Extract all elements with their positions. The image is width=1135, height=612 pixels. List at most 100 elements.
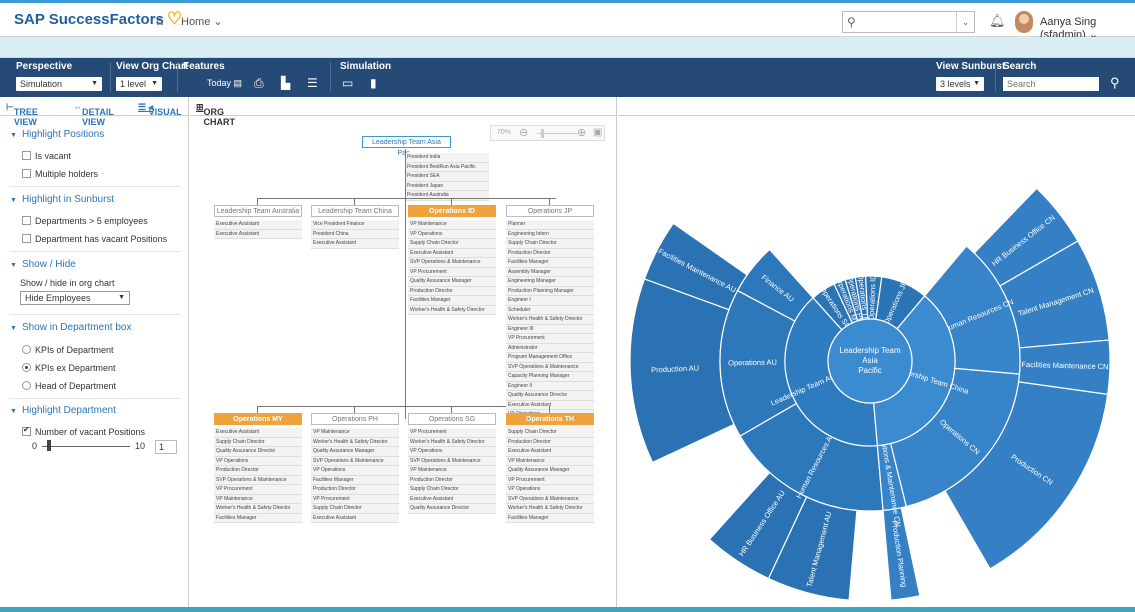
org-dept-box[interactable]: Operations MY bbox=[214, 413, 302, 425]
position-item[interactable]: Executive Assistant bbox=[408, 494, 496, 504]
clipboard-icon[interactable]: ▮ bbox=[370, 76, 377, 90]
highlight-positions-header[interactable]: ▼ Highlight Positions bbox=[10, 129, 104, 140]
position-item[interactable]: Production Director bbox=[311, 485, 399, 495]
position-item[interactable]: Supply Chain Director bbox=[506, 428, 594, 438]
search-icon[interactable]: ⚲ bbox=[1110, 75, 1120, 90]
position-item[interactable]: Quality Assurance Director bbox=[214, 447, 302, 457]
position-item[interactable]: Facilities Manager bbox=[408, 296, 496, 306]
multiple-holders-checkbox[interactable] bbox=[22, 169, 31, 178]
sunburst-chart[interactable]: HR Business Office AU Talent Management A… bbox=[618, 116, 1135, 606]
vacant-slider-handle[interactable] bbox=[47, 440, 51, 451]
org-dept-box[interactable]: Operations ID bbox=[408, 205, 496, 217]
position-item[interactable]: Planner bbox=[506, 220, 594, 230]
position-item[interactable]: VP Operations bbox=[214, 456, 302, 466]
zoom-out-icon[interactable]: ⊖ bbox=[519, 127, 529, 139]
position-item[interactable]: Supply Chain Director bbox=[408, 239, 496, 249]
tab-tree-view[interactable]: ⊢ TREE VIEW bbox=[6, 102, 38, 127]
toolbar-search-input[interactable] bbox=[1003, 77, 1099, 91]
position-item[interactable]: VP Operations bbox=[506, 485, 594, 495]
tab-visual[interactable]: ☰ VISUAL ◂ bbox=[138, 102, 182, 117]
position-item[interactable]: SVP Operations & Maintenance bbox=[311, 456, 399, 466]
view-sunburst-select[interactable]: 3 levels ▼ bbox=[936, 77, 984, 91]
position-item[interactable]: VP Operations bbox=[311, 466, 399, 476]
zoom-in-icon[interactable]: ⊕ bbox=[577, 127, 587, 139]
position-item[interactable]: VP Maintenance bbox=[214, 494, 302, 504]
position-item[interactable]: VP Maintenance bbox=[506, 456, 594, 466]
org-dept-box[interactable]: Leadership Team Australia bbox=[214, 205, 302, 217]
avatar[interactable] bbox=[1015, 11, 1033, 33]
position-item[interactable]: VP Procurement bbox=[408, 428, 496, 438]
position-item[interactable]: SVP Operations & Maintenance bbox=[408, 456, 496, 466]
zoom-handle[interactable] bbox=[541, 129, 544, 138]
position-item[interactable]: SVP Operations & Maintenance bbox=[214, 475, 302, 485]
position-item[interactable]: Worker's Health & Safety Director bbox=[408, 305, 496, 315]
org-dept-box[interactable]: Leadership Team China bbox=[311, 205, 399, 217]
position-item[interactable]: Supply Chain Director bbox=[408, 485, 496, 495]
position-item[interactable]: VP Procurement bbox=[214, 485, 302, 495]
position-item[interactable]: Executive Assistant bbox=[214, 220, 302, 230]
position-item[interactable]: Executive Assistant bbox=[408, 248, 496, 258]
position-item[interactable]: Vice President Finance bbox=[311, 220, 399, 230]
perspective-select[interactable]: Simulation ▼ bbox=[16, 77, 102, 91]
home-icon[interactable]: ⌂ bbox=[156, 13, 164, 28]
position-item[interactable]: VP Maintenance bbox=[408, 220, 496, 230]
vacant-slider-track[interactable] bbox=[42, 446, 130, 447]
position-item[interactable]: President Australia bbox=[405, 191, 489, 201]
position-item[interactable]: Engineering Manager bbox=[506, 277, 594, 287]
show-hide-header[interactable]: ▼ Show / Hide bbox=[10, 259, 76, 270]
position-item[interactable]: President Japan bbox=[405, 181, 489, 191]
position-item[interactable]: Administrator bbox=[506, 343, 594, 353]
position-item[interactable]: Worker's Health & Safety Director bbox=[311, 437, 399, 447]
bell-icon[interactable]: 🔔︎ bbox=[989, 13, 1006, 28]
export-icon[interactable]: ▙ bbox=[281, 76, 291, 90]
position-item[interactable]: VP Operations bbox=[408, 229, 496, 239]
head-of-radio[interactable] bbox=[22, 381, 31, 390]
position-item[interactable]: Supply Chain Director bbox=[214, 437, 302, 447]
position-item[interactable]: Quality Assurance Manager bbox=[408, 277, 496, 287]
kpis-ex-radio[interactable] bbox=[22, 363, 31, 372]
view-org-select[interactable]: 1 level ▼ bbox=[116, 77, 162, 91]
position-item[interactable]: Production Director bbox=[408, 475, 496, 485]
org-dept-box[interactable]: Operations SG bbox=[408, 413, 496, 425]
position-item[interactable]: Worker's Health & Safety Director bbox=[506, 504, 594, 514]
position-item[interactable]: Production Planning Manager bbox=[506, 286, 594, 296]
position-item[interactable]: Facilities Manager bbox=[214, 513, 302, 523]
sunburst-center[interactable] bbox=[827, 318, 913, 404]
dept-vacant-checkbox[interactable] bbox=[22, 234, 31, 243]
position-item[interactable]: President India bbox=[405, 153, 489, 163]
position-item[interactable]: Engineer I bbox=[506, 296, 594, 306]
position-item[interactable]: Production Director bbox=[214, 466, 302, 476]
position-item[interactable]: Assembly Manager bbox=[506, 267, 594, 277]
position-item[interactable]: VP Procurement bbox=[311, 494, 399, 504]
position-item[interactable]: Capacity Planning Manager bbox=[506, 372, 594, 382]
global-search-input[interactable]: ⚲ ⌄ bbox=[842, 11, 975, 33]
position-item[interactable]: Worker's Health & Safety Director bbox=[214, 504, 302, 514]
position-item[interactable]: Executive Assistant bbox=[214, 428, 302, 438]
show-hide-select[interactable]: Hide Employees ▼ bbox=[20, 291, 130, 305]
position-item[interactable]: SVP Operations & Maintenance bbox=[506, 494, 594, 504]
position-item[interactable]: President BestRun Asia Pacific bbox=[405, 162, 489, 172]
position-item[interactable]: Executive Assistant bbox=[214, 229, 302, 239]
position-item[interactable]: Executive Assistant bbox=[506, 447, 594, 457]
dept-gt5-checkbox[interactable] bbox=[22, 216, 31, 225]
highlight-dept-header[interactable]: ▼ Highlight Department bbox=[10, 405, 116, 416]
home-menu[interactable]: Home ⌄ bbox=[181, 16, 223, 28]
position-item[interactable]: Engineer II bbox=[506, 381, 594, 391]
position-item[interactable]: Quality Assurance Manager bbox=[311, 447, 399, 457]
org-dept-box[interactable]: Operations JP bbox=[506, 205, 594, 217]
position-item[interactable]: Facilities Manager bbox=[311, 475, 399, 485]
position-item[interactable]: Production Director bbox=[506, 248, 594, 258]
vacant-number-input[interactable]: 1 bbox=[155, 440, 177, 454]
show-in-dept-header[interactable]: ▼ Show in Department box bbox=[10, 322, 131, 333]
position-item[interactable]: Executive Assistant bbox=[506, 400, 594, 410]
today-button[interactable]: Today ▤ bbox=[207, 78, 243, 88]
position-item[interactable]: Facilities Manager bbox=[506, 513, 594, 523]
tab-detail-view[interactable]: ⇔ DETAIL VIEW bbox=[73, 102, 114, 127]
position-item[interactable]: Quality Assurance Director bbox=[408, 504, 496, 514]
org-dept-box[interactable]: Operations PH bbox=[311, 413, 399, 425]
position-item[interactable]: VP Maintenance bbox=[311, 428, 399, 438]
position-item[interactable]: Quality Assurance Manager bbox=[506, 466, 594, 476]
print-icon[interactable]: ⎙ bbox=[254, 76, 264, 90]
position-item[interactable]: SVP Operations & Maintenance bbox=[408, 258, 496, 268]
kpis-of-radio[interactable] bbox=[22, 345, 31, 354]
